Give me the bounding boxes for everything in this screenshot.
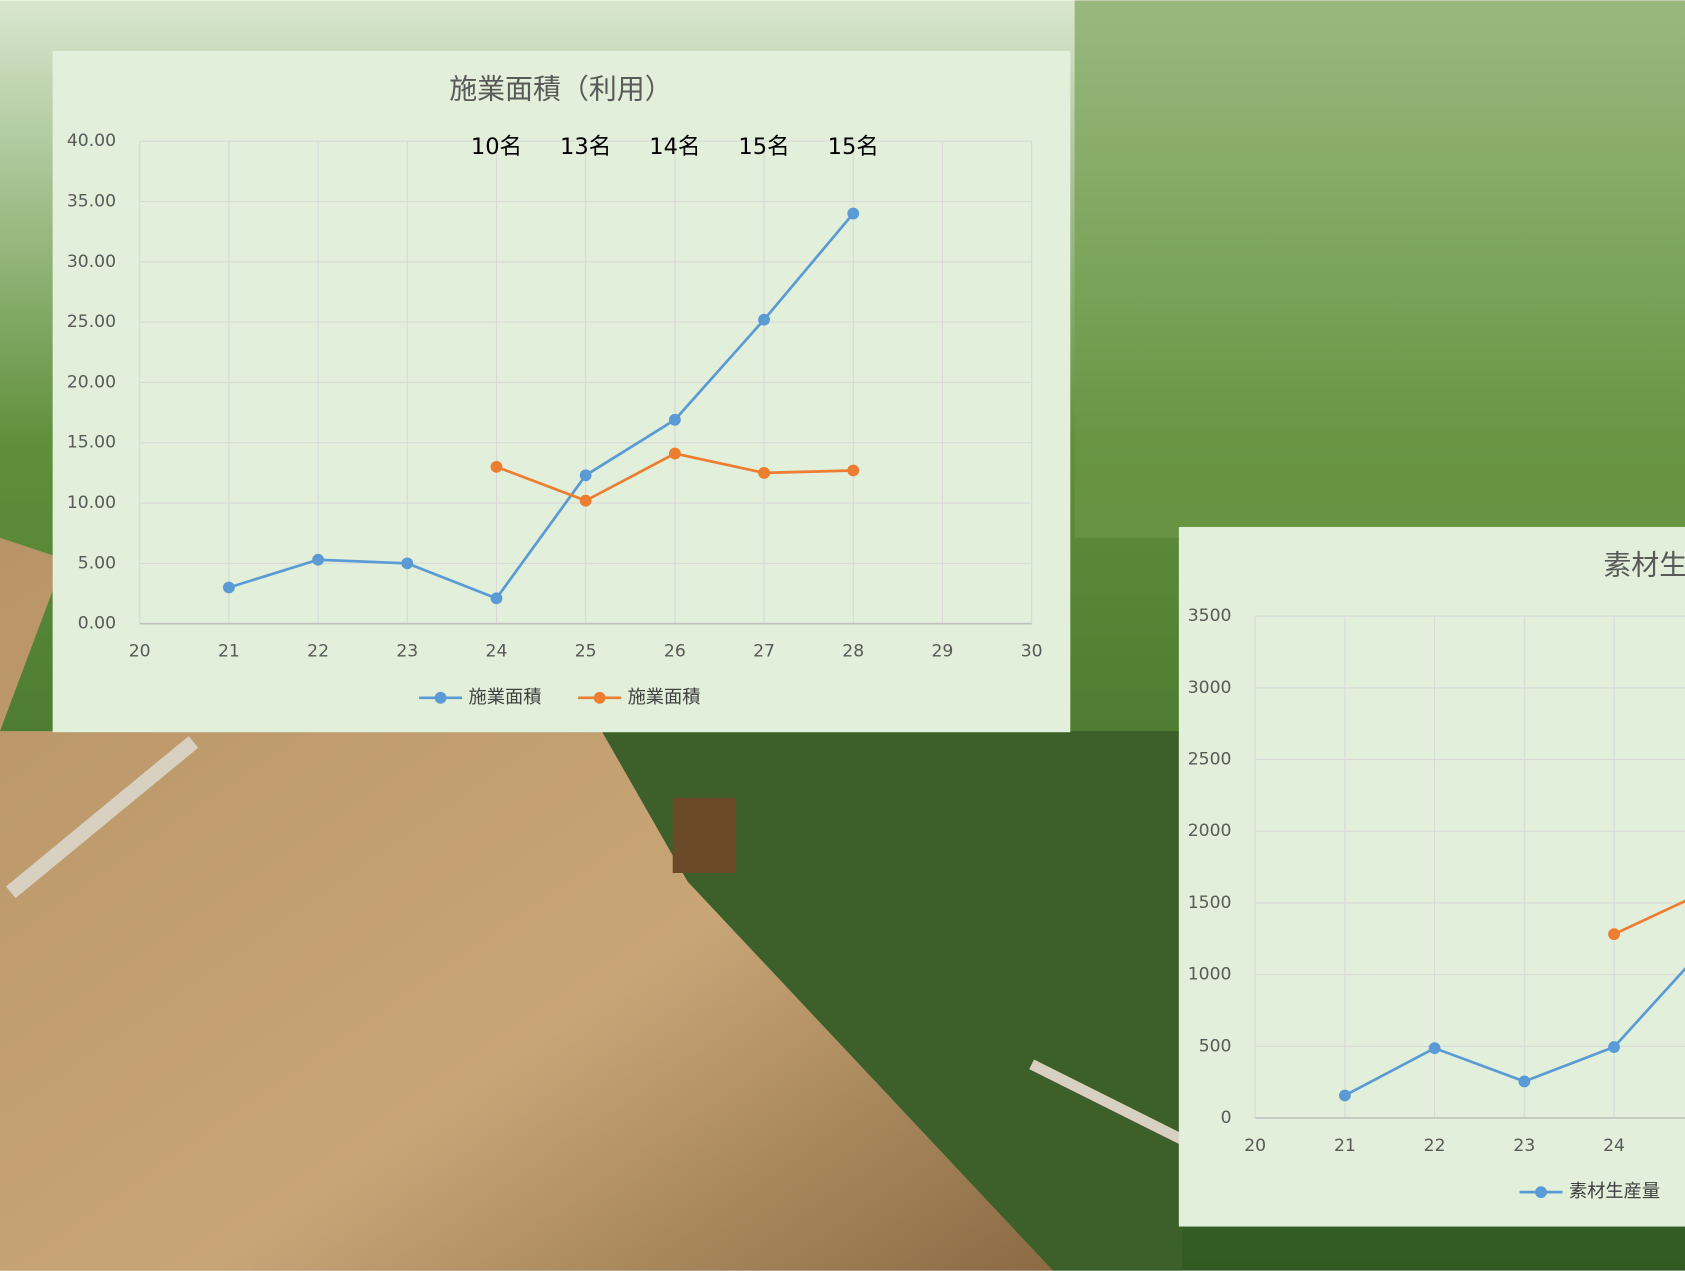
series-line: [1613, 899, 1685, 936]
legend-label: 素材生産量: [1569, 1181, 1660, 1202]
annotation: 15名: [828, 134, 879, 160]
data-point: [668, 447, 681, 460]
data-point: [312, 553, 324, 566]
y-tick-label: 30.00: [67, 252, 116, 272]
y-tick-label: 15.00: [67, 433, 116, 453]
x-tick-label: 22: [1424, 1136, 1446, 1156]
chart-title: 施業面積（利用）: [449, 73, 673, 106]
y-tick-label: 1500: [1188, 893, 1232, 913]
x-tick-label: 25: [575, 642, 597, 662]
y-tick-label: 3000: [1188, 678, 1232, 698]
data-point: [1608, 1041, 1620, 1053]
x-tick-label: 24: [486, 642, 508, 662]
annotation: 13名: [560, 134, 611, 160]
y-tick-label: 0: [1221, 1108, 1232, 1128]
x-tick-label: 29: [932, 642, 954, 662]
data-point: [401, 557, 414, 570]
x-tick-label: 21: [1334, 1136, 1356, 1156]
data-point: [758, 313, 770, 326]
x-tick-label: 27: [753, 642, 775, 662]
x-tick-label: 24: [1603, 1136, 1625, 1156]
chart-panel: [52, 50, 1071, 733]
chart-panel: [1178, 526, 1685, 1227]
data-point: [847, 207, 860, 220]
data-point: [222, 581, 235, 594]
data-point: [668, 413, 681, 426]
y-tick-label: 5.00: [78, 553, 116, 573]
x-tick-label: 21: [218, 642, 240, 662]
y-tick-label: 20.00: [67, 372, 116, 392]
chart-title: 素材生: [1603, 549, 1685, 582]
x-tick-label: 23: [396, 642, 418, 662]
x-tick-label: 26: [664, 642, 686, 662]
y-tick-label: 3500: [1188, 606, 1232, 626]
y-tick-label: 2000: [1188, 821, 1232, 841]
y-tick-label: 35.00: [67, 191, 116, 211]
x-tick-label: 20: [129, 642, 151, 662]
legend-label: 施業面積: [469, 687, 542, 708]
annotation: 14名: [649, 134, 700, 160]
legend-marker: [1535, 1186, 1547, 1199]
legend-marker: [593, 691, 606, 704]
data-point: [1428, 1042, 1441, 1055]
legend-label: 施業面積: [628, 687, 701, 708]
x-tick-label: 30: [1021, 642, 1043, 662]
data-point: [490, 592, 503, 605]
x-tick-label: 22: [307, 642, 329, 662]
series-line: [228, 212, 855, 600]
y-tick-label: 40.00: [67, 131, 116, 151]
data-point: [847, 464, 860, 477]
data-point: [490, 460, 503, 473]
y-tick-label: 10.00: [67, 493, 116, 513]
y-tick-label: 2500: [1188, 750, 1232, 770]
legend-marker: [434, 691, 447, 704]
x-tick-label: 28: [842, 642, 864, 662]
y-tick-label: 500: [1199, 1036, 1232, 1056]
x-tick-label: 20: [1244, 1136, 1266, 1156]
data-point: [1608, 928, 1620, 941]
data-point: [1338, 1089, 1351, 1102]
y-tick-label: 25.00: [67, 312, 116, 332]
annotation: 15名: [738, 134, 789, 160]
y-tick-label: 1000: [1188, 965, 1232, 985]
data-point: [579, 469, 592, 482]
data-point: [579, 494, 592, 507]
annotation: 10名: [471, 134, 522, 160]
charts: 施業面積（利用） 0.00 5.00 10.00 15.00 20.00 25.00 30.0…: [67, 73, 1685, 1202]
data-point: [758, 466, 770, 479]
x-tick-label: 23: [1513, 1136, 1535, 1156]
y-tick-label: 0.00: [78, 614, 116, 634]
data-point: [1518, 1075, 1531, 1088]
